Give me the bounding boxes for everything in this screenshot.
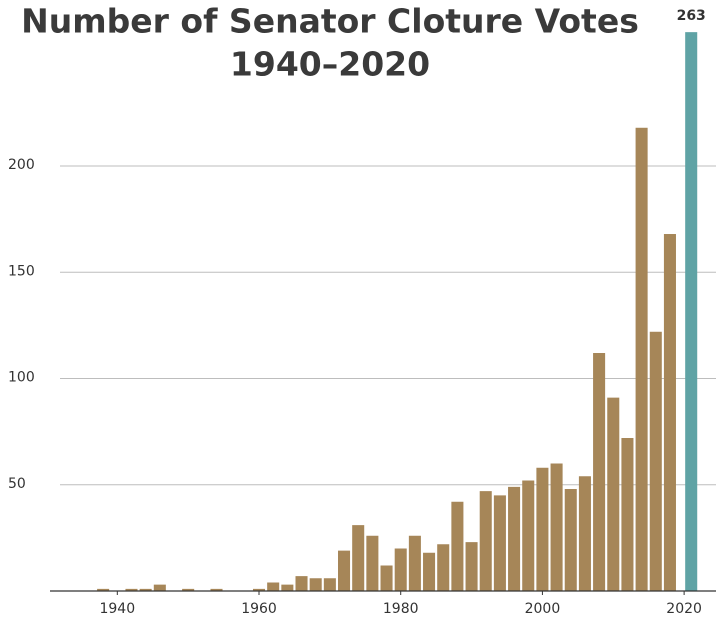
bar [635,127,648,592]
bar [139,588,152,591]
data-label: 263 [677,8,706,24]
bar [338,550,351,591]
bar [408,535,421,591]
x-tick-label: 2020 [666,601,702,617]
bar [125,588,138,591]
y-tick-label: 150 [8,263,35,279]
y-tick-label: 50 [8,476,26,492]
bar [465,542,478,591]
bar [479,491,492,591]
bar [550,463,563,591]
bar [352,525,365,591]
y-tick-label: 100 [8,370,35,386]
bar [309,578,322,591]
chart-title: Number of Senator Cloture Votes [21,2,639,41]
bar [536,467,549,591]
chart-title: 1940–2020 [230,45,430,84]
bar [423,552,436,591]
x-tick-label: 1980 [383,601,419,617]
bar [366,535,379,591]
y-tick-label: 200 [8,157,35,173]
bar [649,331,662,591]
bar [593,353,606,591]
x-tick-label: 1960 [241,601,277,617]
bar [508,486,521,591]
x-tick-label: 1940 [99,601,135,617]
bar [451,501,464,591]
bar [663,234,676,591]
bar [607,397,620,591]
x-tick-label: 2000 [525,601,561,617]
bar [493,495,506,591]
bar [522,480,535,591]
bar [685,32,698,591]
bar [621,438,634,591]
bar [281,584,294,591]
bar [182,588,195,591]
bar [564,489,577,591]
bar [295,576,308,591]
bar [267,582,280,591]
bar [578,476,591,591]
bar [153,584,166,591]
bar [437,544,450,591]
bar [210,588,223,591]
bar [394,548,407,591]
bar [380,565,393,591]
bar [252,588,266,591]
bar [323,578,336,591]
bar [97,588,110,591]
